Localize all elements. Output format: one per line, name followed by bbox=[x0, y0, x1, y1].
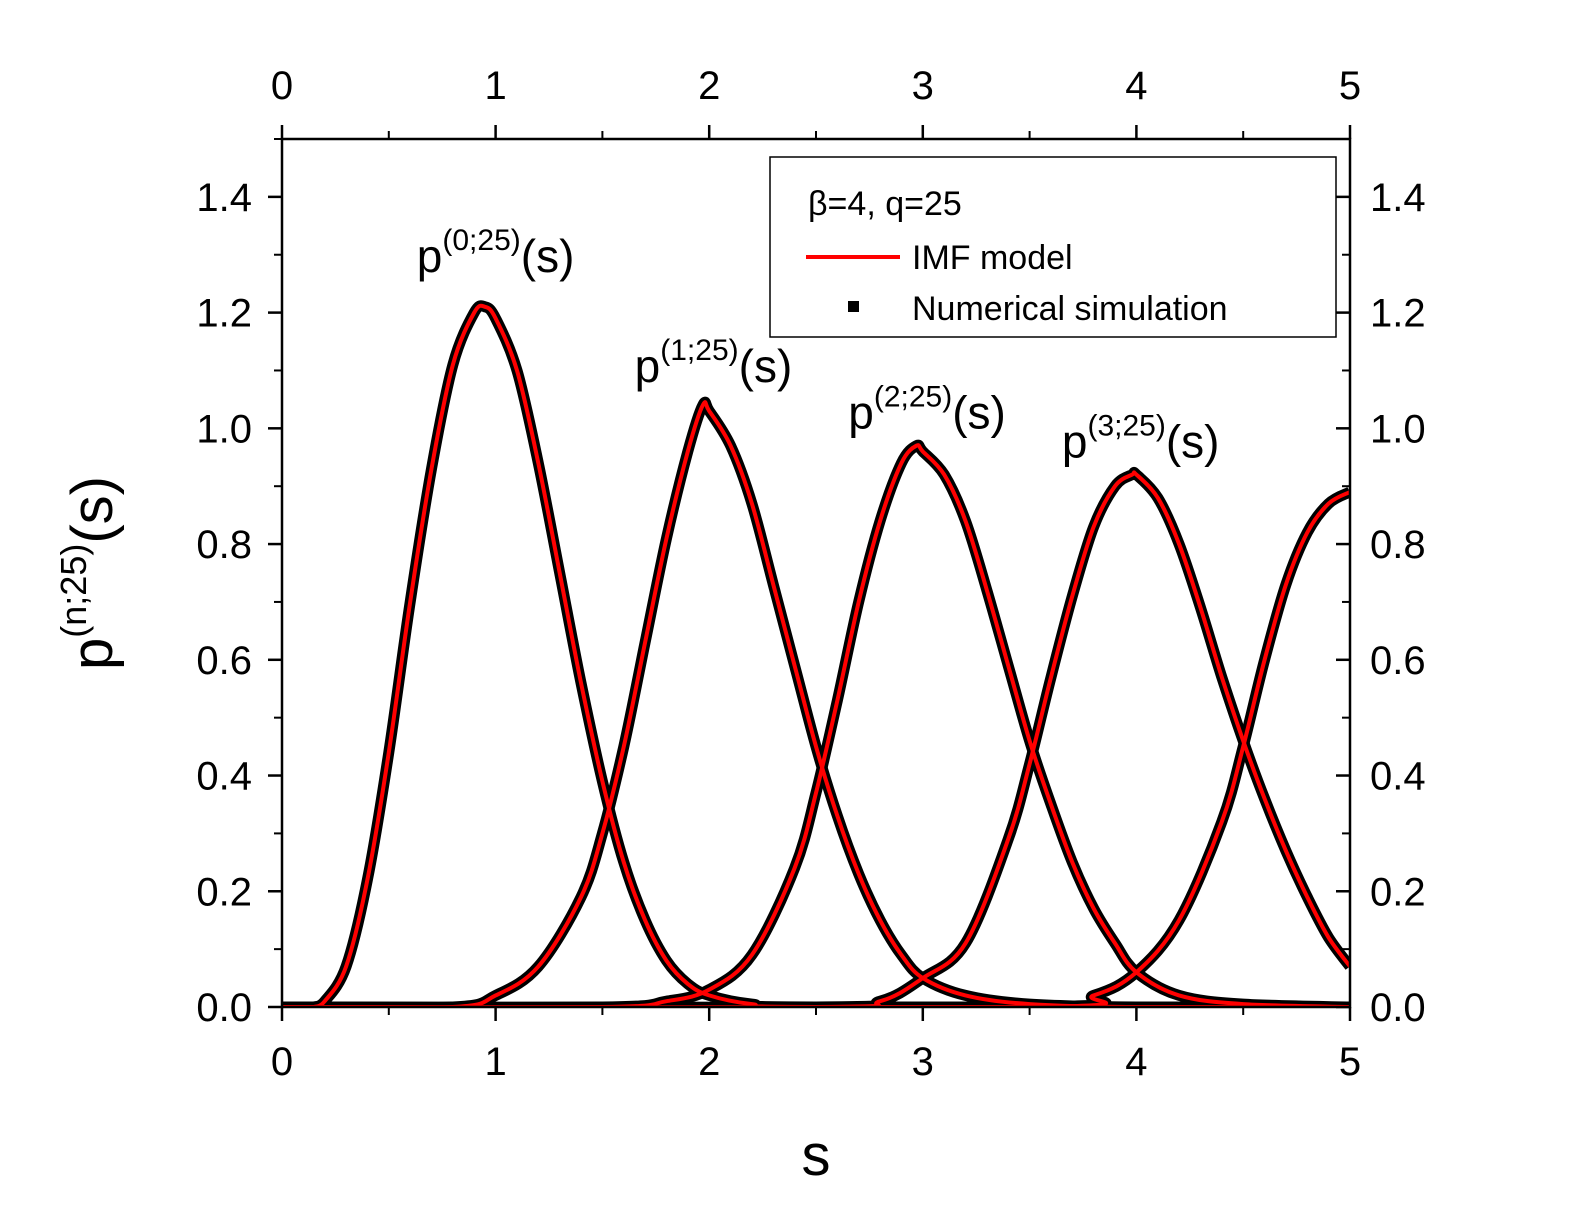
x-tick-label-top: 2 bbox=[698, 64, 720, 108]
y-tick-label-right: 0.4 bbox=[1370, 755, 1426, 799]
y-tick-label-left: 1.0 bbox=[196, 407, 252, 451]
legend-label-model: IMF model bbox=[912, 239, 1073, 277]
x-tick-label-bottom: 0 bbox=[271, 1040, 293, 1084]
y-tick-label-left: 0.8 bbox=[196, 523, 252, 567]
y-axis-label-tail: (s) bbox=[60, 476, 125, 544]
y-tick-label-left: 0.6 bbox=[196, 639, 252, 683]
y-tick-label-left: 0.4 bbox=[196, 755, 252, 799]
y-tick-label-right: 0.8 bbox=[1370, 523, 1426, 567]
y-tick-label-right: 0.0 bbox=[1370, 986, 1426, 1030]
x-tick-label-bottom: 1 bbox=[484, 1040, 506, 1084]
y-axis-label-superscript: (n;25) bbox=[53, 544, 94, 638]
x-tick-label-top: 3 bbox=[912, 64, 934, 108]
x-axis-label: s bbox=[802, 1123, 831, 1188]
x-tick-label-top: 5 bbox=[1339, 64, 1361, 108]
x-tick-label-bottom: 3 bbox=[912, 1040, 934, 1084]
y-axis-label: p(n;25)(s) bbox=[53, 476, 125, 670]
y-axis-label-base: p bbox=[60, 638, 125, 670]
model-curves bbox=[282, 303, 1350, 1007]
legend-header: β=4, q=25 bbox=[808, 185, 962, 223]
model-series-0 bbox=[313, 303, 1350, 1007]
y-tick-label-right: 1.4 bbox=[1370, 176, 1426, 220]
x-tick-label-bottom: 4 bbox=[1125, 1040, 1147, 1084]
y-tick-label-left: 0.0 bbox=[196, 986, 252, 1030]
legend: β=4, q=25 IMF model Numerical simulation bbox=[769, 156, 1337, 338]
svg-text:p(n;25)(s): p(n;25)(s) bbox=[53, 476, 125, 670]
series-label-2: p(2;25)(s) bbox=[848, 380, 1006, 438]
y-tick-label-right: 1.0 bbox=[1370, 407, 1426, 451]
y-tick-label-left: 0.2 bbox=[196, 870, 252, 914]
legend-simulation-marker bbox=[848, 301, 859, 312]
series-labels: p(0;25)(s) p(1;25)(s) p(2;25)(s) p(3;25)(s) bbox=[417, 224, 1220, 467]
y-tick-label-left: 1.4 bbox=[196, 176, 252, 220]
y-tick-label-right: 1.2 bbox=[1370, 292, 1426, 336]
model-series-4 bbox=[282, 490, 1350, 1007]
y-tick-label-left: 1.2 bbox=[196, 292, 252, 336]
y-tick-label-right: 0.2 bbox=[1370, 870, 1426, 914]
model-series-3 bbox=[282, 470, 1350, 1007]
x-tick-label-top: 0 bbox=[271, 64, 293, 108]
legend-label-simulation: Numerical simulation bbox=[912, 290, 1228, 328]
x-tick-label-bottom: 2 bbox=[698, 1040, 720, 1084]
legend-box bbox=[769, 156, 1337, 338]
x-tick-label-top: 4 bbox=[1125, 64, 1147, 108]
x-tick-label-bottom: 5 bbox=[1339, 1040, 1361, 1084]
plot-frame bbox=[280, 137, 1352, 1009]
x-tick-label-top: 1 bbox=[484, 64, 506, 108]
simulation-series-1 bbox=[282, 396, 1350, 1007]
y-tick-label-right: 0.6 bbox=[1370, 639, 1426, 683]
series-label-1: p(1;25)(s) bbox=[635, 334, 793, 392]
model-series-1 bbox=[282, 400, 1350, 1007]
model-series-2 bbox=[282, 443, 1350, 1007]
ticks-layer bbox=[268, 125, 1352, 1021]
series-label-0: p(0;25)(s) bbox=[417, 224, 575, 282]
series-label-3: p(3;25)(s) bbox=[1062, 409, 1220, 467]
